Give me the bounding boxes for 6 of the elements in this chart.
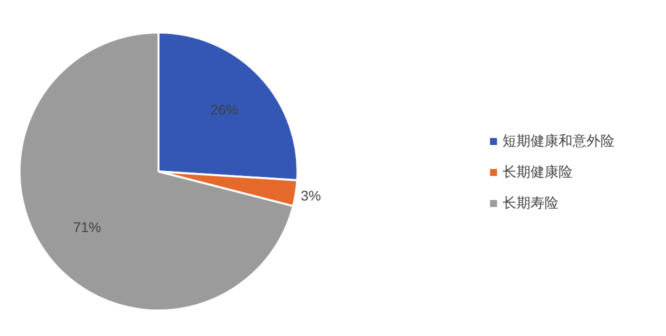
data-label: 26% <box>210 102 238 118</box>
legend-label: 长期健康险 <box>502 164 572 180</box>
legend-label: 长期寿险 <box>502 196 558 212</box>
data-label: 3% <box>300 188 322 204</box>
legend-label: 短期健康和意外险 <box>502 134 614 150</box>
data-label: 71% <box>73 218 102 235</box>
